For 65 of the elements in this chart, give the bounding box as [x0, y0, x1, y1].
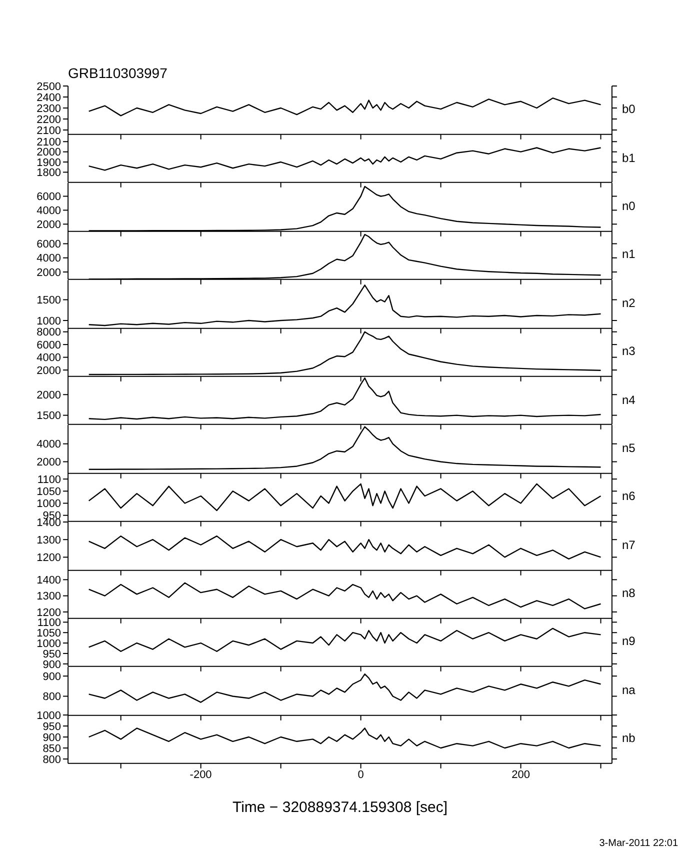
legend-label: n7: [622, 538, 636, 552]
y-tick-label: 1050: [36, 486, 62, 498]
y-tick-label: 4000: [36, 252, 62, 265]
y-tick-label: 850: [42, 742, 62, 755]
legend-label: na: [622, 682, 636, 697]
y-tick-label: 1000: [36, 710, 62, 722]
y-tick-label: 1050: [36, 628, 62, 640]
y-tick-label: 800: [42, 690, 62, 703]
y-tick-label: 2200: [36, 114, 62, 126]
y-tick-label: 8000: [36, 326, 62, 339]
legend-label: b1: [622, 150, 636, 165]
legend-label: n8: [622, 586, 636, 600]
y-tick-label: 1000: [36, 314, 62, 327]
y-tick-label: 6000: [36, 238, 62, 251]
x-tick-label: 200: [512, 769, 530, 782]
y-tick-label: 1100: [37, 474, 62, 486]
y-tick-label: 1900: [36, 157, 62, 170]
y-tick-label: 2100: [36, 136, 62, 149]
y-tick-label: 2400: [36, 92, 62, 104]
y-tick-label: 2100: [36, 124, 62, 137]
legend-label: n4: [622, 392, 636, 407]
chart-title: GRB110303997: [68, 65, 168, 81]
y-tick-label: 2000: [36, 364, 62, 377]
y-tick-label: 1100: [37, 617, 62, 630]
y-tick-label: 2000: [36, 390, 62, 402]
y-tick-label: 1300: [36, 534, 62, 546]
y-tick-label: 1300: [36, 590, 62, 603]
y-tick-label: 2500: [36, 80, 62, 93]
legend-label: nb: [622, 731, 636, 746]
legend-label: n5: [622, 440, 636, 455]
y-tick-label: 1000: [36, 638, 62, 650]
x-axis-title: Time − 320889374.159308 [sec]: [231, 799, 449, 816]
legend-label: b0: [622, 102, 636, 116]
y-tick-label: 900: [42, 670, 62, 683]
legend-label: n0: [622, 198, 636, 213]
x-tick-label: -200: [190, 769, 212, 782]
y-tick-label: 1200: [36, 552, 62, 564]
y-tick-label: 4000: [36, 204, 62, 217]
legend-label: n1: [622, 247, 636, 262]
y-tick-label: 6000: [36, 339, 62, 352]
legend-label: n9: [622, 634, 636, 648]
y-tick-label: 1200: [36, 606, 62, 619]
y-tick-label: 1400: [36, 574, 62, 586]
y-tick-label: 4000: [36, 438, 62, 450]
y-tick-label: 900: [42, 732, 62, 744]
x-tick-label: 0: [358, 769, 364, 782]
y-tick-label: 900: [42, 659, 62, 672]
text: 3-Mar-2011 22:01: [598, 838, 678, 850]
y-tick-label: 1500: [36, 294, 62, 306]
y-tick-label: 4000: [36, 352, 62, 364]
y-tick-label: 6000: [36, 190, 62, 203]
y-tick-label: 2000: [36, 218, 62, 231]
y-tick-label: 1800: [36, 168, 62, 180]
legend-label: n6: [622, 489, 636, 504]
y-tick-label: 2300: [36, 102, 62, 115]
y-tick-label: 950: [42, 720, 62, 733]
y-tick-label: 2000: [36, 456, 62, 468]
y-tick-label: 800: [42, 754, 62, 766]
y-tick-label: 1000: [36, 498, 62, 510]
y-tick-label: 950: [42, 648, 62, 661]
y-tick-label: 1500: [36, 410, 62, 423]
y-tick-label: 2000: [36, 147, 62, 160]
y-tick-label: 2000: [36, 267, 62, 280]
legend-label: n2: [622, 296, 636, 310]
legend-label: n3: [622, 344, 636, 358]
